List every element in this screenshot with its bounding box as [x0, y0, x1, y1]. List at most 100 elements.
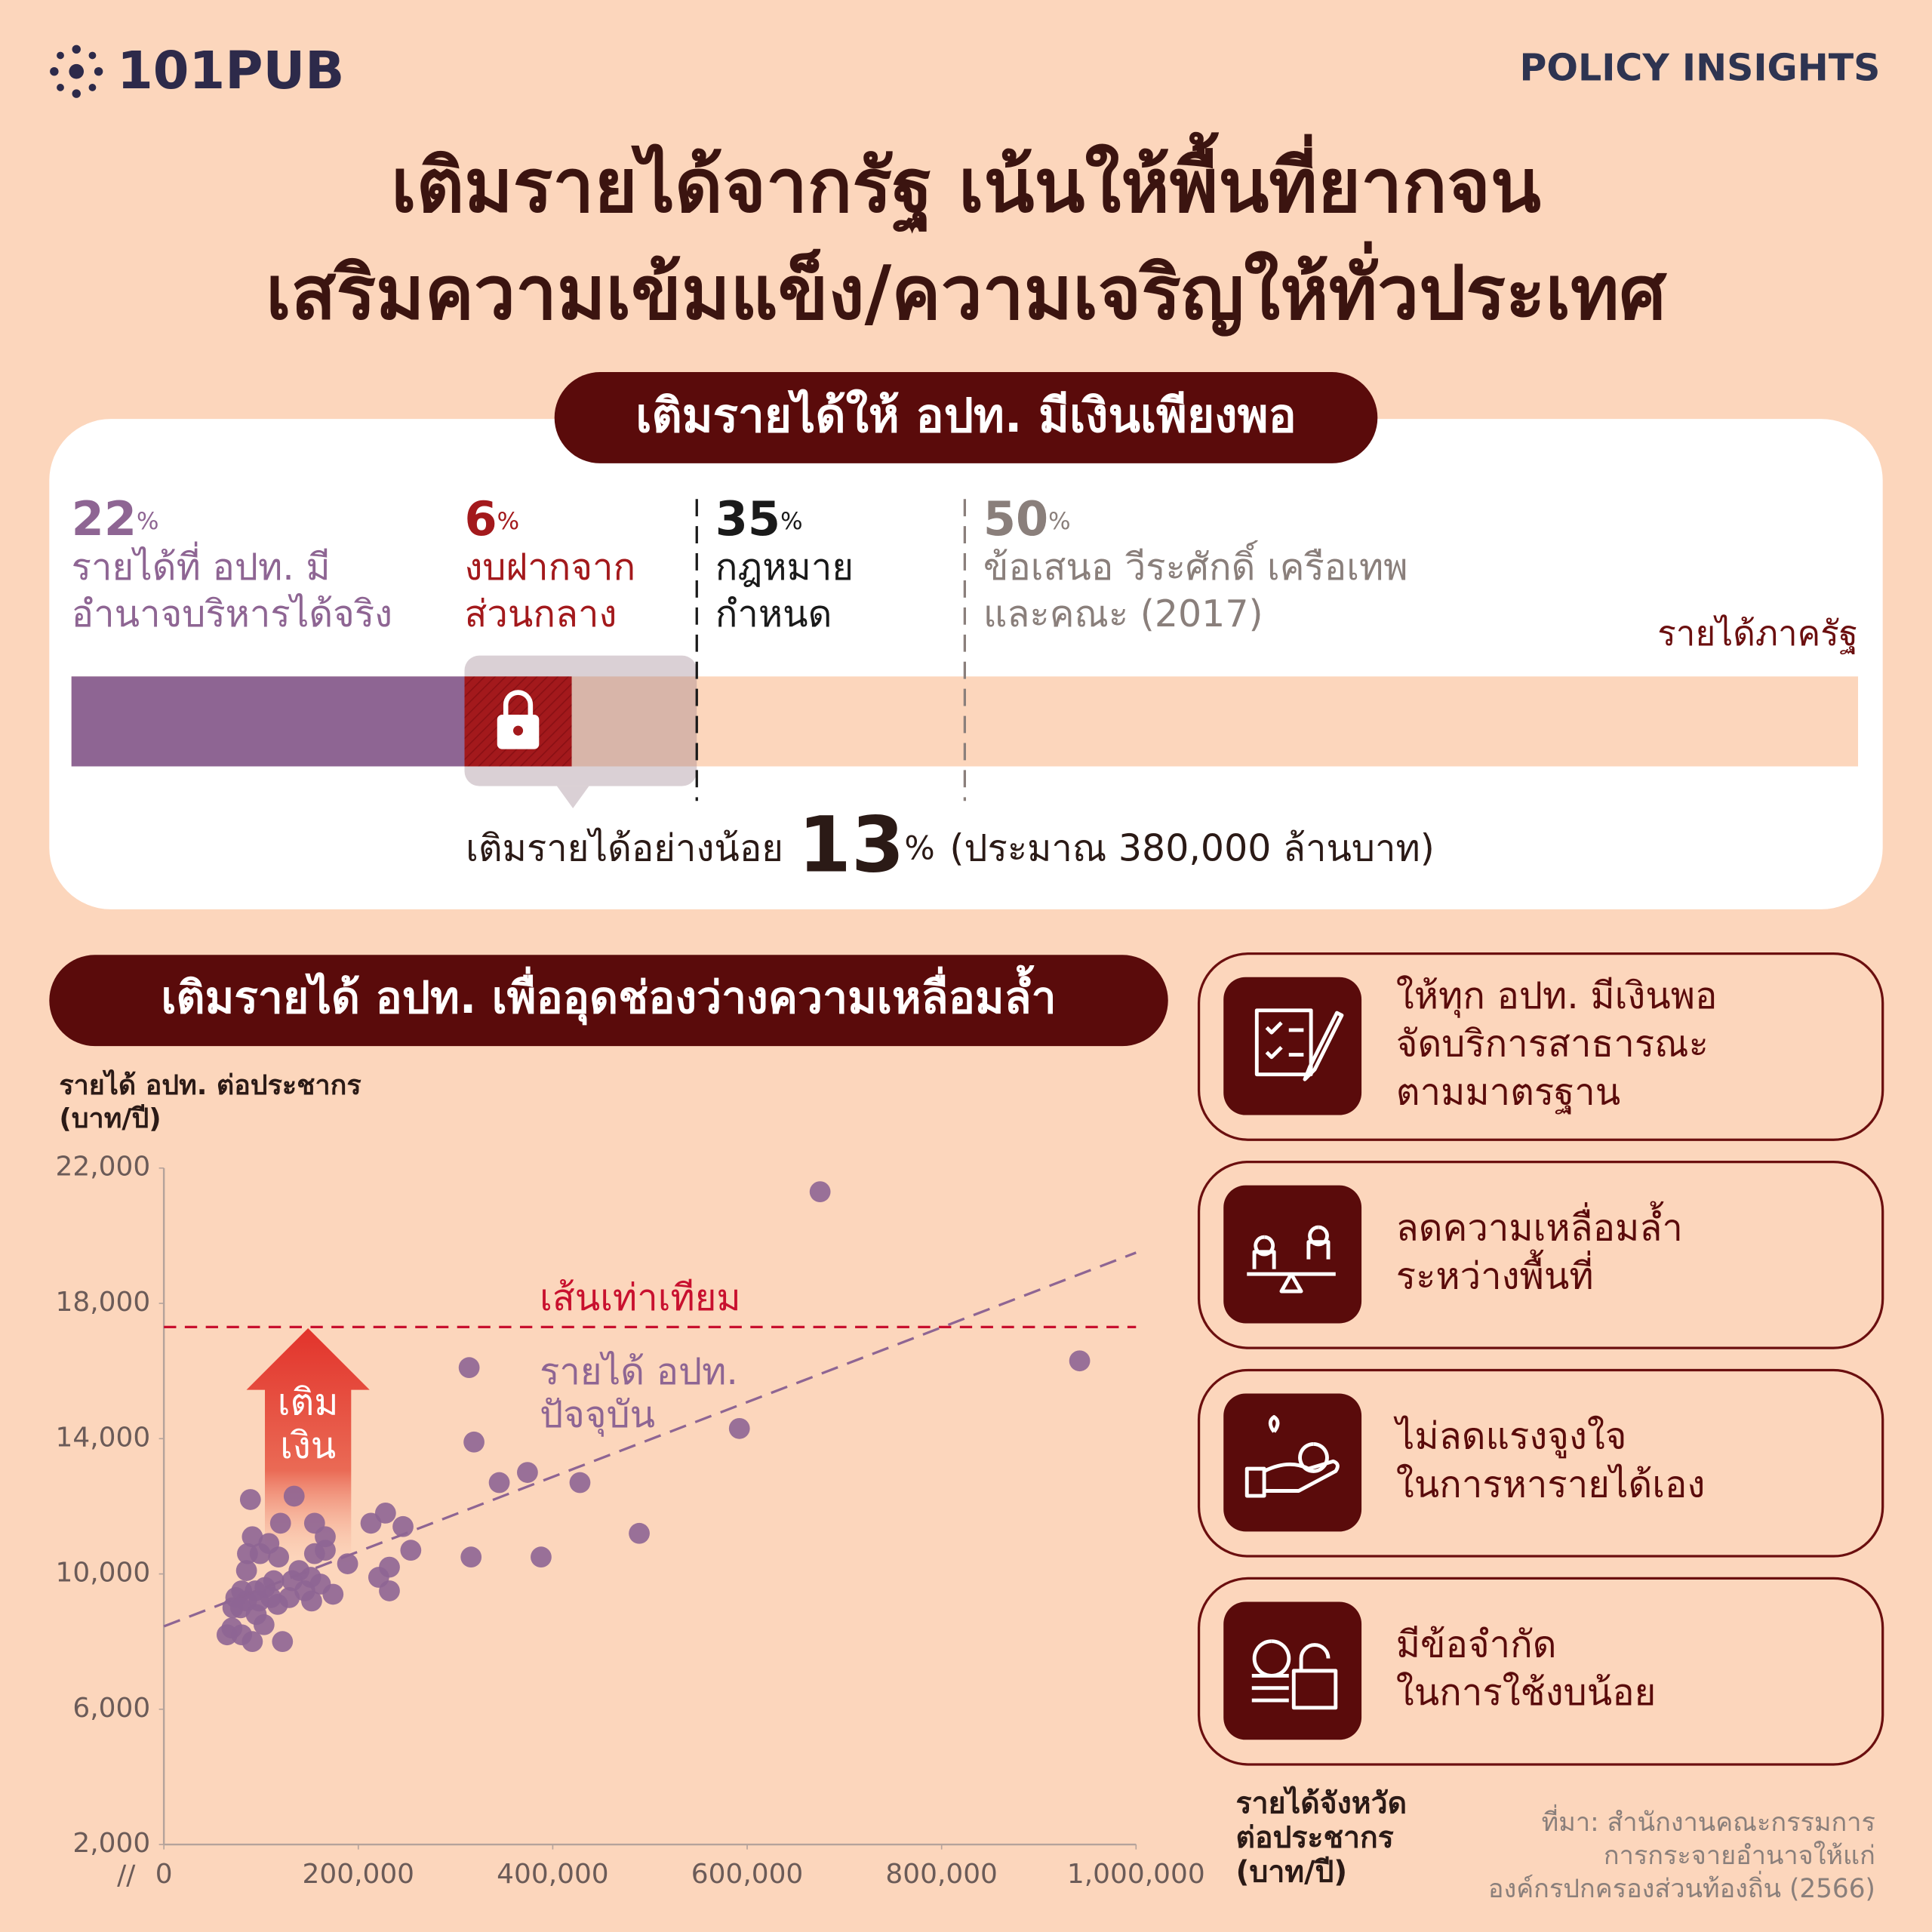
point — [235, 1560, 257, 1581]
tag: POLICY INSIGHTS — [1519, 47, 1880, 90]
point — [239, 1489, 261, 1510]
point — [374, 1503, 396, 1524]
percent-unit: % — [780, 508, 802, 535]
point — [253, 1614, 275, 1635]
card-text: ตามมาตรฐาน — [1396, 1070, 1620, 1114]
point — [216, 1624, 238, 1646]
lock-hole — [513, 725, 524, 736]
title: เติมรายได้จากรัฐ เน้นให้พื้นที่ยากจน — [391, 131, 1541, 235]
percent-value: 50 — [983, 491, 1048, 546]
trend-label: รายได้ อปท. — [540, 1350, 738, 1393]
point — [379, 1580, 400, 1601]
point — [629, 1522, 650, 1544]
heading-pill — [554, 372, 1378, 463]
source: ที่มา: สำนักงานคณะกรรมการ — [1542, 1804, 1875, 1838]
segment-label: รายได้ที่ อปท. มี — [72, 541, 331, 589]
card-icon — [1251, 1639, 1338, 1710]
card-text: จัดบริการสาธารณะ — [1396, 1023, 1709, 1066]
card — [1197, 1577, 1884, 1766]
point — [809, 1181, 831, 1203]
card — [1197, 1160, 1884, 1349]
gap-prefix: เติมรายได้อย่างน้อย — [466, 826, 783, 869]
point — [258, 1533, 280, 1555]
percent: 22% — [72, 491, 159, 546]
percent-value: 6 — [465, 491, 497, 546]
point — [569, 1472, 591, 1494]
heading: เติมรายได้ อปท. เพื่ออุดช่องว่างความเหลื… — [161, 965, 1056, 1026]
x-axis-title: (บาท/ปี) — [1236, 1856, 1348, 1890]
card-text: ในการใช้งบน้อย — [1396, 1671, 1657, 1714]
y-tick-label: 18,000 — [56, 1287, 151, 1318]
point — [242, 1526, 263, 1548]
x-tick-label: 800,000 — [885, 1859, 997, 1890]
title: เสริมความเข้มแข็ง/ความเจริญให้ทั่วประเทศ — [266, 241, 1667, 337]
percent-value: 35 — [715, 491, 780, 546]
percent-unit: % — [497, 508, 519, 535]
percent: 6% — [465, 491, 520, 546]
y-tick-label: 10,000 — [56, 1558, 151, 1589]
percent: 35% — [715, 491, 803, 546]
card-icon — [1244, 1415, 1340, 1498]
point — [488, 1472, 510, 1494]
card-icon-bg — [1223, 977, 1362, 1115]
point — [309, 1574, 331, 1595]
percent: 50% — [983, 491, 1071, 546]
point — [283, 1485, 305, 1507]
card-text: ในการหารายได้เอง — [1396, 1463, 1706, 1506]
x-axis-title: รายได้จังหวัด — [1236, 1785, 1407, 1820]
x-axis-title: ต่อประชากร — [1236, 1821, 1394, 1855]
point — [400, 1540, 422, 1561]
arrow-label: เติม — [278, 1381, 339, 1424]
point — [230, 1597, 251, 1619]
point — [360, 1512, 382, 1534]
marker-label: และคณะ (2017) — [983, 592, 1263, 635]
y-tick-label: 6,000 — [72, 1693, 150, 1724]
card-icon — [1254, 1008, 1344, 1081]
total-label: รายได้ภาครัฐ — [1657, 614, 1858, 654]
card — [1197, 952, 1884, 1141]
x-tick-label: 200,000 — [303, 1859, 414, 1890]
point — [303, 1512, 325, 1534]
point — [460, 1546, 482, 1568]
x-tick-label: 0 — [155, 1859, 173, 1890]
x-tick-label: 400,000 — [497, 1859, 608, 1890]
gap-text: เติมรายได้อย่างน้อย 13% (ประมาณ 380,000 ล้… — [466, 800, 1435, 889]
segment-label: ส่วนกลาง — [465, 592, 617, 635]
axis-break: // — [117, 1860, 136, 1891]
bar-segment — [71, 676, 465, 767]
lock-shackle — [503, 690, 534, 718]
card-text: ลดความเหลื่อมล้ำ — [1396, 1201, 1683, 1250]
percent-unit: % — [1048, 508, 1070, 535]
point — [1069, 1350, 1091, 1372]
y-axis-title: รายได้ อปท. ต่อประชากร — [59, 1069, 361, 1101]
percent-value: 22 — [72, 491, 137, 546]
segment-label: อำนาจบริหารได้จริง — [72, 592, 392, 635]
heading-pill — [49, 955, 1168, 1047]
x-tick-label: 1,000,000 — [1067, 1859, 1205, 1890]
reference-label: เส้นเท่าเทียม — [540, 1276, 741, 1319]
point — [531, 1546, 552, 1568]
gap-pointer — [556, 786, 589, 809]
card-text: ระหว่างพื้นที่ — [1396, 1249, 1594, 1297]
point — [463, 1431, 485, 1453]
y-tick-label: 2,000 — [72, 1828, 150, 1859]
card — [1197, 1368, 1884, 1558]
trend-line — [163, 1251, 1137, 1628]
source: องค์กรปกครองส่วนท้องถิ่น (2566) — [1488, 1871, 1875, 1904]
card-text: มีข้อจำกัด — [1396, 1623, 1557, 1666]
logo-icon — [50, 45, 103, 98]
segment-label: งบฝากจาก — [465, 546, 636, 589]
arrow-label: เงิน — [280, 1424, 336, 1467]
point — [392, 1515, 414, 1537]
gap-suffix: (ประมาณ 380,000 ล้านบาท) — [949, 826, 1435, 869]
point — [728, 1417, 750, 1439]
fill-arrow — [246, 1328, 370, 1565]
gap-value: 13 — [798, 800, 905, 889]
x-tick-label: 600,000 — [691, 1859, 803, 1890]
brand: 101PUB — [117, 41, 344, 101]
marker-label: กฎหมาย — [715, 546, 854, 589]
point — [269, 1512, 291, 1534]
y-tick-label: 14,000 — [56, 1422, 151, 1453]
